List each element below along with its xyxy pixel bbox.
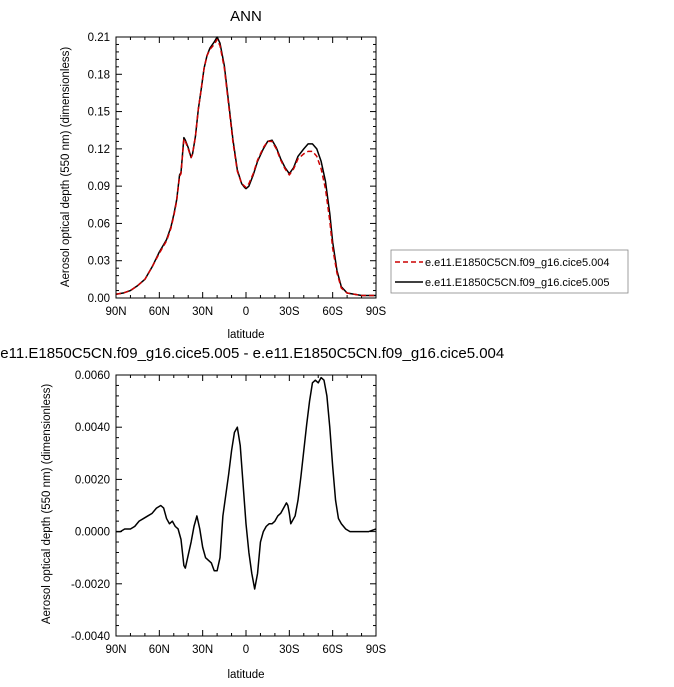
- chart-bottom-ytick-label: 0.0000: [75, 527, 110, 539]
- chart-top-frame: [115, 36, 377, 299]
- chart-bottom-xtick-label: 60S: [322, 644, 343, 656]
- chart-top-xtick-label: 30S: [279, 306, 300, 318]
- chart-bottom-xtick-label: 90N: [105, 644, 126, 656]
- chart-top-ytick-label: 0.18: [88, 69, 110, 81]
- chart-top-series-line-1: [115, 36, 376, 297]
- chart-top-ticks: 90N 60N 30N 0 30S 60S 90S 0.00 0.03 0.06 0.09 0.12 0…: [88, 32, 387, 318]
- chart-top-lines: [115, 36, 376, 297]
- chart-bottom-ytick-label: -0.0020: [71, 579, 110, 591]
- chart-bottom-lines: [116, 376, 377, 590]
- chart-top-xtick-label: 90N: [105, 306, 126, 318]
- chart-top-title: ANN: [230, 8, 262, 25]
- chart-bottom-ylabel: Aerosol optical depth (550 nm) (dimensio…: [41, 384, 53, 625]
- chart-bottom-xtick-label: 60N: [149, 644, 170, 656]
- chart-top-ylabel: Aerosol optical depth (550 nm) (dimensio…: [60, 47, 72, 288]
- chart-bottom-ytick-label: 0.0020: [75, 474, 110, 486]
- chart-bottom-xlabel: latitude: [227, 669, 264, 681]
- chart-top-ytick-label: 0.00: [88, 293, 110, 305]
- chart-top-ytick-label: 0.15: [88, 107, 110, 119]
- chart-bottom-title: e.e11.E1850C5CN.f09_g16.cice5.005 - e.e1…: [0, 345, 504, 362]
- legend-label-005: e.e11.E1850C5CN.f09_g16.cice5.005: [425, 277, 610, 289]
- chart-bottom-ytick-label: -0.0040: [71, 631, 110, 643]
- chart-bottom-xtick-label: 0: [243, 644, 249, 656]
- chart-top-xtick-label: 60S: [322, 306, 343, 318]
- chart-bottom: e.e11.E1850C5CN.f09_g16.cice5.005 - e.e1…: [0, 345, 504, 681]
- chart-bottom-xtick-label: 30N: [192, 644, 213, 656]
- chart-bottom-ytick-label: 0.0060: [75, 370, 110, 382]
- chart-top-ytick-label: 0.12: [88, 144, 110, 156]
- chart-bottom-frame: [115, 374, 377, 637]
- chart-top-ytick-label: 0.09: [88, 181, 110, 193]
- chart-top-legend: e.e11.E1850C5CN.f09_g16.cice5.004 e.e11.…: [390, 249, 629, 294]
- chart-top-xtick-label: 0: [243, 306, 249, 318]
- chart-top-ytick-label: 0.06: [88, 218, 110, 230]
- chart-top-series-line-0: [115, 38, 376, 297]
- chart-top-xtick-label: 90S: [366, 306, 387, 318]
- chart-bottom-xtick-label: 30S: [279, 644, 300, 656]
- chart-top: ANN Aerosol optical depth (550 nm) (dime…: [60, 8, 629, 341]
- chart-top-ytick-label: 0.03: [88, 256, 110, 268]
- chart-top-xlabel: latitude: [227, 329, 264, 341]
- chart-bottom-ticks: 90N 60N 30N 0 30S 60S 90S -0.0040 -0.0020 0.0000 0…: [71, 370, 387, 656]
- chart-top-ytick-label: 0.21: [88, 32, 110, 44]
- legend-box: [390, 249, 629, 294]
- legend-label-004: e.e11.E1850C5CN.f09_g16.cice5.004: [425, 257, 610, 269]
- chart-top-xtick-label: 30N: [192, 306, 213, 318]
- chart-bottom-xtick-label: 90S: [366, 644, 387, 656]
- chart-top-xtick-label: 60N: [149, 306, 170, 318]
- chart-bottom-series-line-0: [116, 376, 377, 590]
- chart-bottom-ytick-label: 0.0040: [75, 422, 110, 434]
